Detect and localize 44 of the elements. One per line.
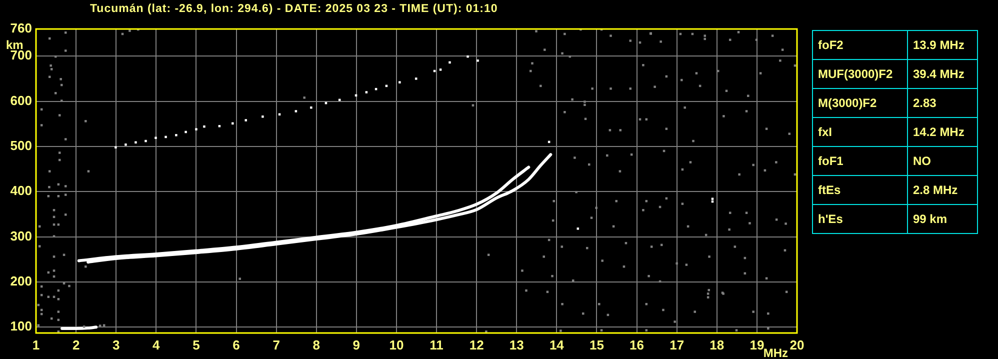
y-tick-label: 500 [10,138,32,154]
text: ftEs [812,176,908,204]
text: foF2 [812,30,908,60]
text: foF1 [812,146,908,176]
text: 99 km [908,204,978,234]
text: fxI [812,118,908,146]
x-tick-label: 19 [750,337,764,352]
y-tick-label: 700 [10,48,32,63]
x-tick-label: 18 [710,337,724,352]
x-tick-label: 13 [509,337,524,352]
y-tick-label: 300 [10,228,32,244]
y-tick-label: 600 [10,92,32,108]
x-tick-label: 9 [352,337,360,352]
text: 2.8 MHz [908,176,978,204]
y-tick-label: 400 [10,183,32,198]
text: MUF(3000)F2 [812,60,908,88]
x-tick-label: 14 [549,337,565,352]
x-tick-label: 8 [312,337,320,352]
text: 2.83 [908,88,978,118]
chart-title: Tucumán (lat: -26.9, lon: 294.6) - DATE: 2025 03 23 - TIME (UT): 01:10 [90,3,498,15]
text: 39.4 MHz [908,60,978,88]
x-tick-label: 16 [630,337,644,352]
x-tick-label: 1 [32,337,40,352]
x-tick-label: 10 [389,337,404,352]
x-axis-title: MHz [763,346,788,359]
text: 14.2 MHz [908,118,978,146]
x-tick-label: 4 [152,337,161,352]
x-tick-label: 15 [590,337,604,352]
y-tick-label: 200 [10,274,32,289]
x-tick-label: 20 [790,337,804,352]
text: 13.9 MHz [908,30,978,60]
x-tick-label: 11 [430,337,444,352]
x-tick-label: 6 [232,337,240,352]
text: M(3000)F2 [812,88,908,118]
text: NO [908,146,978,176]
x-tick-label: 12 [469,337,484,352]
y-tick-label: 760 [10,20,32,36]
x-tick-label: 5 [192,337,200,352]
x-tick-label: 17 [670,337,684,352]
x-tick-label: 2 [72,337,80,352]
y-tick-label: 100 [10,318,32,334]
x-tick-label: 3 [112,337,120,352]
text: h'Es [812,204,908,234]
x-tick-label: 7 [272,337,280,352]
